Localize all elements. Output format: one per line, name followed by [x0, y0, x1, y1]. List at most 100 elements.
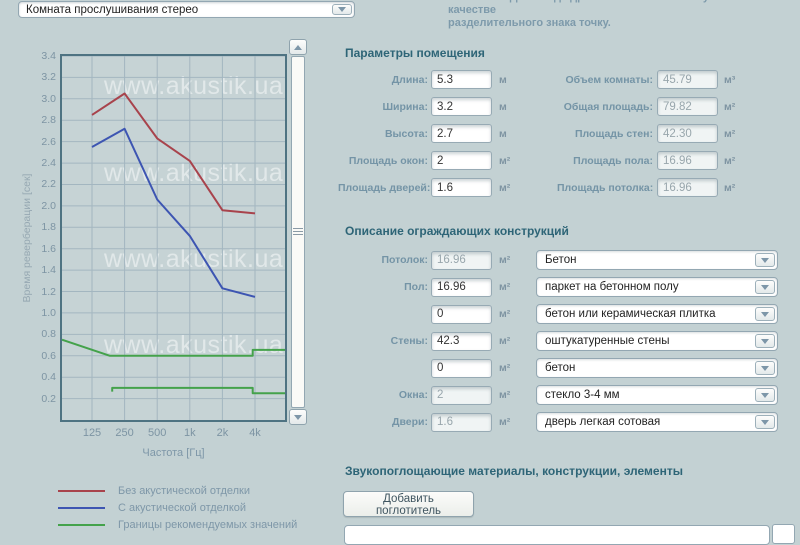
- field-label: Окна:: [398, 389, 428, 401]
- unit-label: м²: [499, 308, 511, 320]
- room-params-left-group: Длина: м Ширина: м Высота: м Площадь око…: [338, 70, 510, 197]
- select-value: бетон: [545, 362, 576, 374]
- unit-label: м²: [499, 416, 511, 428]
- legend-item: Без акустической отделки: [58, 482, 297, 499]
- walls-material-select[interactable]: оштукатуренные стены: [536, 331, 778, 351]
- absorber-row-select[interactable]: [344, 525, 770, 545]
- room-volume-field: [657, 70, 718, 89]
- y-tick-label: 3.0: [41, 92, 56, 105]
- chevron-down-icon[interactable]: [332, 4, 352, 15]
- absorber-row-button[interactable]: [772, 524, 795, 544]
- doors-area-input[interactable]: [431, 178, 492, 197]
- y-axis-title: Время реверберации [сек]: [21, 173, 33, 303]
- param-row: Ширина: м: [338, 97, 510, 116]
- select-value: паркет на бетонном полу: [545, 281, 679, 293]
- floor-secondary-material-select[interactable]: бетон или керамическая плитка: [536, 304, 778, 324]
- legend-item: С акустической отделкой: [58, 499, 297, 516]
- field-label: Ширина:: [382, 100, 428, 113]
- legend-line-red: [58, 489, 105, 492]
- y-tick-label: 2.8: [41, 114, 56, 127]
- select-value: Бетон: [545, 254, 577, 266]
- unit-label: м²: [724, 100, 736, 113]
- walls-secondary-area-input[interactable]: [431, 358, 492, 378]
- param-row: Общая площадь: м²: [557, 97, 735, 116]
- x-tick-label: 2k: [216, 427, 229, 439]
- watermark: www.akustik.ua: [104, 72, 284, 100]
- section-title-absorbers: Звукопоглощающие материалы, конструкции,…: [345, 464, 683, 478]
- param-row: Длина: м: [338, 70, 510, 89]
- height-input[interactable]: [431, 124, 492, 143]
- floor-area-input[interactable]: [431, 277, 492, 297]
- select-value: оштукатуренные стены: [545, 335, 670, 347]
- total-area-field: [657, 97, 718, 116]
- width-input[interactable]: [431, 97, 492, 116]
- select-value: дверь легкая сотовая: [545, 416, 661, 428]
- select-value: бетон или керамическая плитка: [545, 308, 716, 320]
- arrow-down-icon: [294, 414, 302, 420]
- legend-label: С акустической отделкой: [118, 501, 247, 514]
- x-tick-label: 125: [82, 427, 102, 439]
- scrollbar-thumb[interactable]: [291, 56, 305, 408]
- walls-area-input[interactable]: [431, 331, 492, 351]
- add-absorber-button[interactable]: Добавить поглотитель: [343, 491, 474, 517]
- hint-line-1: Внимание! Для ввода дробных чисел исполь…: [448, 0, 737, 16]
- room-params-right-group: Объем комнаты: м³ Общая площадь: м² Площ…: [557, 70, 735, 197]
- field-label: Общая площадь:: [563, 100, 653, 113]
- length-input[interactable]: [431, 70, 492, 89]
- windows-area-field: [431, 385, 492, 405]
- chevron-down-icon[interactable]: [755, 307, 775, 321]
- walls-area-field: [657, 124, 718, 143]
- x-tick-label: 250: [115, 427, 134, 439]
- unit-label: м²: [499, 181, 511, 194]
- y-tick-label: 2.6: [41, 135, 56, 148]
- field-label: Пол:: [404, 281, 428, 293]
- chevron-down-icon[interactable]: [755, 361, 775, 375]
- unit-label: м²: [724, 181, 736, 194]
- room-type-select-value: Комната прослушивания стерео: [26, 3, 199, 16]
- ceiling-material-select[interactable]: Бетон: [536, 250, 778, 270]
- arrow-up-icon: [294, 44, 302, 50]
- y-tick-label: 3.2: [41, 71, 56, 84]
- chevron-down-icon[interactable]: [755, 388, 775, 402]
- windows-material-select[interactable]: стекло 3-4 мм: [536, 385, 778, 405]
- constructions-group: Потолок: м² Бетон Пол: м² паркет на бето…: [338, 250, 778, 432]
- chart-scrollbar[interactable]: [289, 39, 307, 425]
- unit-label: м²: [499, 254, 511, 266]
- unit-label: м³: [724, 73, 736, 86]
- field-label: Длина:: [391, 73, 428, 86]
- doors-material-select[interactable]: дверь легкая сотовая: [536, 412, 778, 432]
- y-tick-label: 0.6: [41, 349, 56, 362]
- y-tick-label: 1.8: [41, 221, 56, 234]
- param-row: Площадь окон: м²: [338, 151, 510, 170]
- chevron-down-icon[interactable]: [755, 415, 775, 429]
- chevron-down-icon[interactable]: [755, 280, 775, 294]
- floor-secondary-area-input[interactable]: [431, 304, 492, 324]
- scroll-up-button[interactable]: [289, 39, 307, 55]
- legend-label: Границы рекомендуемых значений: [118, 518, 298, 531]
- param-row: Высота: м: [338, 124, 510, 143]
- windows-area-input[interactable]: [431, 151, 492, 170]
- y-tick-label: 0.2: [41, 392, 56, 405]
- y-tick-label: 0.8: [41, 328, 56, 341]
- chevron-down-icon[interactable]: [755, 253, 775, 267]
- watermark: www.akustik.ua: [104, 159, 284, 187]
- walls-secondary-material-select[interactable]: бетон: [536, 358, 778, 378]
- select-value: стекло 3-4 мм: [545, 389, 620, 401]
- chevron-down-icon[interactable]: [755, 334, 775, 348]
- param-row: Площадь стен: м²: [557, 124, 735, 143]
- legend-item: Границы рекомендуемых значений: [58, 516, 297, 533]
- scroll-down-button[interactable]: [289, 409, 307, 425]
- watermark: www.akustik.ua: [104, 245, 284, 273]
- construction-row: м² бетон: [338, 358, 778, 378]
- field-label: Высота:: [384, 127, 428, 140]
- unit-label: м²: [499, 362, 511, 374]
- room-acoustics-calculator: { "room_type_select": { "value": "Комнат…: [18, 0, 795, 545]
- y-tick-label: 1.0: [41, 306, 56, 319]
- floor-material-select[interactable]: паркет на бетонном полу: [536, 277, 778, 297]
- chart-legend: Без акустической отделки С акустической …: [58, 482, 297, 533]
- legend-line-blue: [58, 506, 105, 509]
- construction-row: Пол: м² паркет на бетонном полу: [338, 277, 778, 297]
- x-tick-label: 500: [148, 427, 167, 439]
- field-label: Площадь окон:: [348, 154, 428, 167]
- room-type-select[interactable]: Комната прослушивания стерео: [18, 1, 355, 18]
